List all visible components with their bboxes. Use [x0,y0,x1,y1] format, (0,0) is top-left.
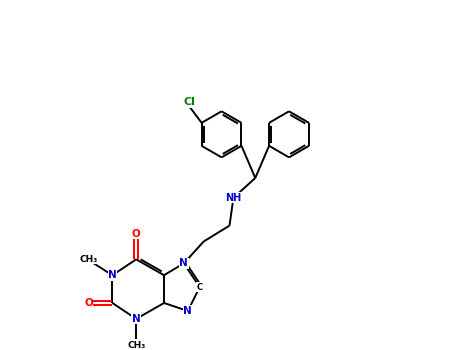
Text: CH₃: CH₃ [80,255,98,264]
Text: O: O [132,229,141,239]
Text: N: N [179,258,188,268]
Text: CH₃: CH₃ [127,341,145,350]
Text: O: O [84,298,93,308]
Text: N: N [183,306,192,316]
Text: C: C [197,283,203,292]
Text: Cl: Cl [184,97,196,107]
Text: N: N [132,314,141,324]
Text: N: N [108,270,117,280]
Text: NH: NH [225,193,242,203]
